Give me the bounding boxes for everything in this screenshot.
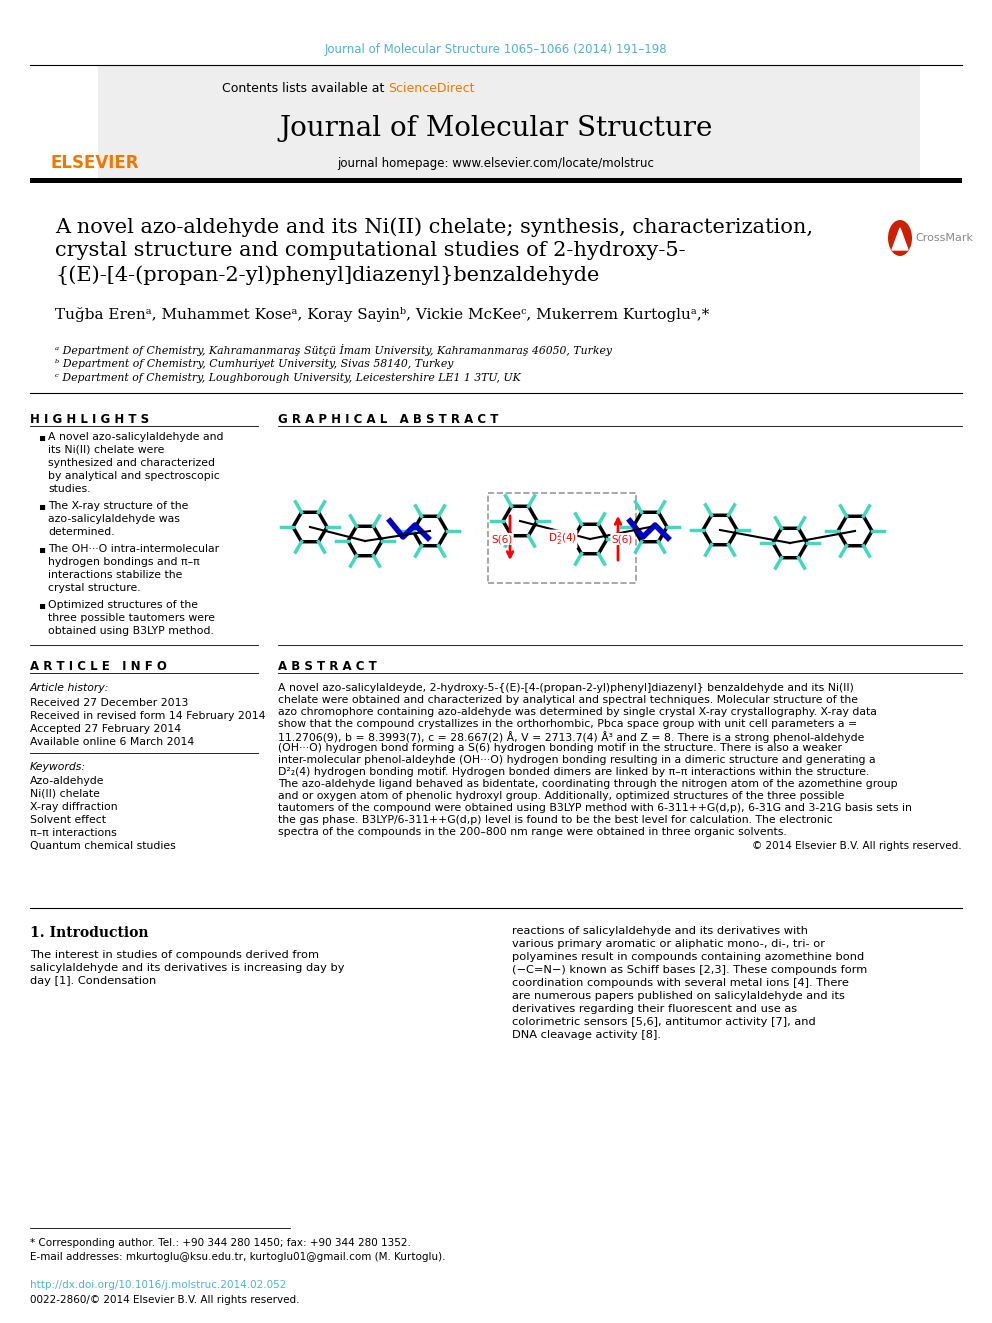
- Text: 1. Introduction: 1. Introduction: [30, 926, 149, 941]
- Text: Received in revised form 14 February 2014: Received in revised form 14 February 201…: [30, 710, 266, 721]
- Text: the gas phase. B3LYP/6-311++G(d,p) level is found to be the best level for calcu: the gas phase. B3LYP/6-311++G(d,p) level…: [278, 815, 832, 826]
- Text: π–π interactions: π–π interactions: [30, 828, 117, 837]
- Text: Tuğba Erenᵃ, Muhammet Koseᵃ, Koray Sayinᵇ, Vickie McKeeᶜ, Mukerrem Kurtogluᵃ,*: Tuğba Erenᵃ, Muhammet Koseᵃ, Koray Sayin…: [55, 307, 709, 323]
- Text: journal homepage: www.elsevier.com/locate/molstruc: journal homepage: www.elsevier.com/locat…: [337, 156, 655, 169]
- Text: are numerous papers published on salicylaldehyde and its: are numerous papers published on salicyl…: [512, 991, 845, 1002]
- Text: * Corresponding author. Tel.: +90 344 280 1450; fax: +90 344 280 1352.: * Corresponding author. Tel.: +90 344 28…: [30, 1238, 411, 1248]
- Text: crystal structure and computational studies of 2-hydroxy-5-: crystal structure and computational stud…: [55, 242, 685, 261]
- Text: ᵇ Department of Chemistry, Cumhuriyet University, Sivas 58140, Turkey: ᵇ Department of Chemistry, Cumhuriyet Un…: [55, 359, 453, 369]
- Text: studies.: studies.: [48, 484, 90, 493]
- Text: inter-molecular phenol-aldeyhde (OH···O) hydrogen bonding resulting in a dimeric: inter-molecular phenol-aldeyhde (OH···O)…: [278, 755, 876, 765]
- Text: its Ni(II) chelate were: its Ni(II) chelate were: [48, 445, 165, 455]
- Text: G R A P H I C A L   A B S T R A C T: G R A P H I C A L A B S T R A C T: [278, 413, 498, 426]
- Text: tautomers of the compound were obtained using B3LYP method with 6-311++G(d,p), 6: tautomers of the compound were obtained …: [278, 803, 912, 814]
- Polygon shape: [892, 228, 908, 250]
- Text: A novel azo-aldehyde and its Ni(II) chelate; synthesis, characterization,: A novel azo-aldehyde and its Ni(II) chel…: [55, 217, 813, 237]
- Text: Contents lists available at: Contents lists available at: [221, 82, 388, 94]
- Bar: [30, 65, 98, 179]
- Text: synthesized and characterized: synthesized and characterized: [48, 458, 215, 468]
- Bar: [30, 179, 962, 183]
- Text: A R T I C L E   I N F O: A R T I C L E I N F O: [30, 660, 167, 673]
- Text: 11.2706(9), b = 8.3993(7), c = 28.667(2) Å, V = 2713.7(4) Å³ and Z = 8. There is: 11.2706(9), b = 8.3993(7), c = 28.667(2)…: [278, 732, 864, 744]
- Text: S(6): S(6): [491, 534, 513, 544]
- Text: ᶜ Department of Chemistry, Loughborough University, Leicestershire LE1 1 3TU, UK: ᶜ Department of Chemistry, Loughborough …: [55, 373, 521, 382]
- Ellipse shape: [888, 220, 912, 255]
- Text: 0022-2860/© 2014 Elsevier B.V. All rights reserved.: 0022-2860/© 2014 Elsevier B.V. All right…: [30, 1295, 300, 1304]
- Text: reactions of salicylaldehyde and its derivatives with: reactions of salicylaldehyde and its der…: [512, 926, 808, 935]
- Text: coordination compounds with several metal ions [4]. There: coordination compounds with several meta…: [512, 978, 849, 988]
- Text: obtained using B3LYP method.: obtained using B3LYP method.: [48, 626, 214, 636]
- Text: CrossMark: CrossMark: [915, 233, 973, 243]
- Text: interactions stabilize the: interactions stabilize the: [48, 570, 183, 579]
- Text: and or oxygen atom of phenolic hydroxyl group. Additionally, optimized structure: and or oxygen atom of phenolic hydroxyl …: [278, 791, 844, 800]
- Text: derivatives regarding their fluorescent and use as: derivatives regarding their fluorescent …: [512, 1004, 798, 1013]
- Text: hydrogen bondings and π–π: hydrogen bondings and π–π: [48, 557, 199, 568]
- Text: H I G H L I G H T S: H I G H L I G H T S: [30, 413, 149, 426]
- Text: various primary aromatic or aliphatic mono-, di-, tri- or: various primary aromatic or aliphatic mo…: [512, 939, 825, 949]
- Text: by analytical and spectroscopic: by analytical and spectroscopic: [48, 471, 220, 482]
- Text: D$^2_2$(4): D$^2_2$(4): [548, 531, 576, 548]
- Text: Quantum chemical studies: Quantum chemical studies: [30, 841, 176, 851]
- Text: Journal of Molecular Structure: Journal of Molecular Structure: [280, 115, 712, 142]
- Text: {(E)-[4-(propan-2-yl)phenyl]diazenyl}benzaldehyde: {(E)-[4-(propan-2-yl)phenyl]diazenyl}ben…: [55, 265, 599, 284]
- Text: © 2014 Elsevier B.V. All rights reserved.: © 2014 Elsevier B.V. All rights reserved…: [752, 841, 962, 851]
- Text: Available online 6 March 2014: Available online 6 March 2014: [30, 737, 194, 747]
- Text: The azo-aldehyde ligand behaved as bidentate, coordinating through the nitrogen : The azo-aldehyde ligand behaved as biden…: [278, 779, 898, 789]
- Text: show that the compound crystallizes in the orthorhombic, Pbca space group with u: show that the compound crystallizes in t…: [278, 718, 857, 729]
- Text: azo-salicylaldehyde was: azo-salicylaldehyde was: [48, 515, 180, 524]
- Text: A novel azo-salicylaldehyde and: A novel azo-salicylaldehyde and: [48, 433, 223, 442]
- Text: polyamines result in compounds containing azomethine bond: polyamines result in compounds containin…: [512, 953, 864, 962]
- Text: Optimized structures of the: Optimized structures of the: [48, 601, 198, 610]
- Text: (OH···O) hydrogen bond forming a S(6) hydrogen bonding motif in the structure. T: (OH···O) hydrogen bond forming a S(6) hy…: [278, 744, 842, 753]
- Text: S(6): S(6): [611, 534, 633, 544]
- Text: ▪: ▪: [38, 501, 45, 511]
- Text: A novel azo-salicylaldeyde, 2-hydroxy-5-{(E)-[4-(propan-2-yl)phenyl]diazenyl} be: A novel azo-salicylaldeyde, 2-hydroxy-5-…: [278, 683, 854, 693]
- Text: X-ray diffraction: X-ray diffraction: [30, 802, 118, 812]
- Text: A B S T R A C T: A B S T R A C T: [278, 660, 377, 673]
- Text: day [1]. Condensation: day [1]. Condensation: [30, 976, 157, 986]
- Text: determined.: determined.: [48, 527, 115, 537]
- Text: Journal of Molecular Structure 1065–1066 (2014) 191–198: Journal of Molecular Structure 1065–1066…: [324, 44, 668, 57]
- Text: spectra of the compounds in the 200–800 nm range were obtained in three organic : spectra of the compounds in the 200–800 …: [278, 827, 787, 837]
- Text: ScienceDirect: ScienceDirect: [388, 82, 474, 94]
- Text: Azo-aldehyde: Azo-aldehyde: [30, 777, 104, 786]
- Text: E-mail addresses: mkurtoglu@ksu.edu.tr, kurtoglu01@gmail.com (M. Kurtoglu).: E-mail addresses: mkurtoglu@ksu.edu.tr, …: [30, 1252, 445, 1262]
- Bar: [68, 65, 920, 179]
- Text: ▪: ▪: [38, 433, 45, 442]
- Text: http://dx.doi.org/10.1016/j.molstruc.2014.02.052: http://dx.doi.org/10.1016/j.molstruc.201…: [30, 1279, 287, 1290]
- Text: azo chromophore containing azo-aldehyde was determined by single crystal X-ray c: azo chromophore containing azo-aldehyde …: [278, 706, 877, 717]
- Text: The OH···O intra-intermolecular: The OH···O intra-intermolecular: [48, 544, 219, 554]
- Text: D²₂(4) hydrogen bonding motif. Hydrogen bonded dimers are linked by π–π interact: D²₂(4) hydrogen bonding motif. Hydrogen …: [278, 767, 869, 777]
- Text: ▪: ▪: [38, 601, 45, 610]
- Text: Accepted 27 February 2014: Accepted 27 February 2014: [30, 724, 182, 734]
- Bar: [488, 493, 636, 583]
- Text: chelate were obtained and characterized by analytical and spectral techniques. M: chelate were obtained and characterized …: [278, 695, 858, 705]
- Text: Keywords:: Keywords:: [30, 762, 86, 773]
- Text: colorimetric sensors [5,6], antitumor activity [7], and: colorimetric sensors [5,6], antitumor ac…: [512, 1017, 815, 1027]
- Text: crystal structure.: crystal structure.: [48, 583, 141, 593]
- Text: Ni(II) chelate: Ni(II) chelate: [30, 789, 100, 799]
- Text: (−C=N−) known as Schiff bases [2,3]. These compounds form: (−C=N−) known as Schiff bases [2,3]. The…: [512, 964, 867, 975]
- Text: Received 27 December 2013: Received 27 December 2013: [30, 699, 188, 708]
- Text: DNA cleavage activity [8].: DNA cleavage activity [8].: [512, 1031, 661, 1040]
- Text: ᵃ Department of Chemistry, Kahramanmaraş Sütçü İmam University, Kahramanmaraş 46: ᵃ Department of Chemistry, Kahramanmaraş…: [55, 344, 612, 356]
- Text: Article history:: Article history:: [30, 683, 109, 693]
- Text: The interest in studies of compounds derived from: The interest in studies of compounds der…: [30, 950, 319, 960]
- Text: Solvent effect: Solvent effect: [30, 815, 106, 826]
- Text: ▪: ▪: [38, 544, 45, 554]
- Text: ELSEVIER: ELSEVIER: [50, 153, 139, 172]
- Text: three possible tautomers were: three possible tautomers were: [48, 613, 215, 623]
- Text: salicylaldehyde and its derivatives is increasing day by: salicylaldehyde and its derivatives is i…: [30, 963, 344, 972]
- Text: The X-ray structure of the: The X-ray structure of the: [48, 501, 188, 511]
